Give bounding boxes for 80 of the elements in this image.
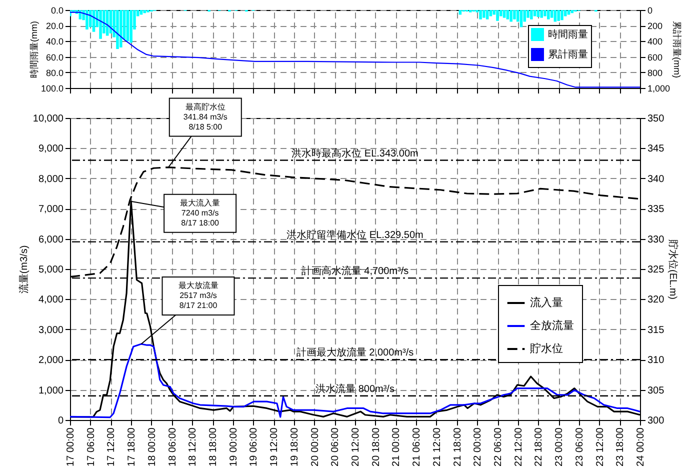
x-tick-label: 23 00:00 (554, 427, 566, 466)
x-tick-label: 17 12:00 (106, 427, 118, 466)
y2-tick-label: 0 (648, 6, 653, 16)
ref-line-label: 計画最大放流量 2,000m³/s (296, 346, 414, 359)
x-tick-label: 22 12:00 (513, 427, 524, 466)
y2-tick-label: 600 (648, 52, 663, 62)
legend-label: 全放流量 (530, 319, 574, 332)
x-tick-label: 23 06:00 (574, 427, 586, 466)
y2-tick-label: 800 (648, 68, 663, 78)
y-tick-label: 20.0 (46, 21, 64, 32)
y-tick-label: 0.0 (50, 6, 64, 16)
y2-tick-label: 345 (648, 144, 665, 155)
x-tick-label: 22 06:00 (493, 427, 504, 466)
x-tick-label: 18 06:00 (167, 427, 178, 466)
x-tick-label: 19 12:00 (269, 427, 280, 466)
y-tick-label: 5,000 (38, 264, 64, 276)
y-tick-label: 40.0 (46, 36, 64, 47)
y2-tick-label: 340 (648, 174, 665, 185)
annotation: 最大放流量 2517 m3/s 8/17 21:00 (178, 280, 218, 310)
x-tick-label: 17 00:00 (66, 427, 76, 466)
x-tick-label: 18 00:00 (146, 427, 158, 466)
x-tick-label: 24 00:00 (636, 427, 646, 466)
legend-label: 流入量 (530, 296, 563, 309)
y2-tick-label: 200 (648, 21, 663, 32)
x-tick-label: 20 00:00 (310, 427, 321, 466)
x-tick-label: 23 18:00 (615, 427, 626, 466)
y-axis-title: 時間雨量(mm) (28, 21, 39, 78)
legend-label: 累計雨量 (548, 48, 588, 60)
annotation: 最大流入量 7240 m3/s 8/17 18:00 (180, 198, 220, 228)
x-tick-label: 21 12:00 (432, 427, 443, 466)
y-tick-label: 8,000 (38, 174, 64, 185)
y-tick-label: 60.0 (46, 52, 64, 62)
x-tick-label: 22 18:00 (534, 427, 545, 466)
y-tick-label: 9,000 (38, 144, 64, 155)
ref-line-label: 洪水貯留準備水位 EL.329.50m (286, 228, 424, 241)
y-tick-label: 0 (58, 416, 64, 426)
y-tick-label: 2,000 (38, 355, 64, 366)
annotation: 最高貯水位 341.84 m3/s 8/18 5:00 (183, 102, 228, 132)
y-tick-label: 3,000 (38, 324, 64, 336)
ref-line-label: 計画高水流量 4,700m³/s (301, 265, 409, 278)
x-tick-label: 19 00:00 (228, 427, 240, 466)
y2-tick-label: 350 (648, 114, 665, 124)
y-tick-label: 1,000 (38, 385, 64, 396)
y-tick-label: 4,000 (38, 294, 64, 306)
x-tick-label: 21 00:00 (391, 427, 402, 466)
y-tick-label: 80.0 (46, 68, 64, 78)
y-tick-label: 6,000 (38, 234, 64, 246)
y2-tick-label: 400 (648, 36, 663, 47)
y-axis-title: 流量(m3/s) (18, 245, 30, 294)
y2-tick-label: 300 (648, 416, 665, 426)
y2-tick-label: 325 (648, 264, 665, 276)
y2-axis-title: 貯水位(EL.m) (667, 240, 680, 300)
y2-tick-label: 320 (648, 294, 665, 306)
x-tick-label: 20 18:00 (370, 427, 382, 466)
ref-line-label: 洪水時最高水位 EL.343.00m (292, 147, 418, 160)
y2-tick-label: 310 (648, 355, 665, 366)
x-tick-label: 18 18:00 (208, 427, 219, 466)
y2-tick-label: 305 (648, 385, 665, 396)
x-tick-label: 17 18:00 (126, 427, 138, 466)
y-tick-label: 10,000 (32, 114, 64, 124)
x-tick-label: 21 18:00 (452, 427, 464, 466)
y-tick-label: 7,000 (38, 204, 64, 216)
ref-line-label: 洪水流量 800m³/s (316, 382, 394, 395)
x-tick-label: 20 06:00 (330, 427, 342, 466)
legend-label: 貯水位 (530, 342, 563, 355)
x-tick-label: 17 06:00 (86, 427, 97, 466)
x-tick-label: 22 00:00 (472, 427, 484, 466)
x-tick-label: 20 12:00 (350, 427, 362, 466)
x-tick-label: 23 12:00 (594, 427, 606, 466)
y2-tick-label: 1,000 (648, 84, 670, 94)
y2-tick-label: 330 (648, 234, 665, 246)
legend-label: 時間雨量 (548, 28, 588, 40)
y-tick-label: 100.0 (40, 84, 64, 94)
x-tick-label: 21 06:00 (412, 427, 423, 466)
x-tick-label: 18 12:00 (188, 427, 199, 466)
y2-tick-label: 315 (648, 324, 665, 336)
x-tick-label: 19 18:00 (289, 427, 300, 466)
y2-tick-label: 335 (648, 204, 665, 216)
y2-axis-title: 累計雨量(mm) (672, 21, 682, 78)
x-tick-label: 19 06:00 (248, 427, 260, 466)
